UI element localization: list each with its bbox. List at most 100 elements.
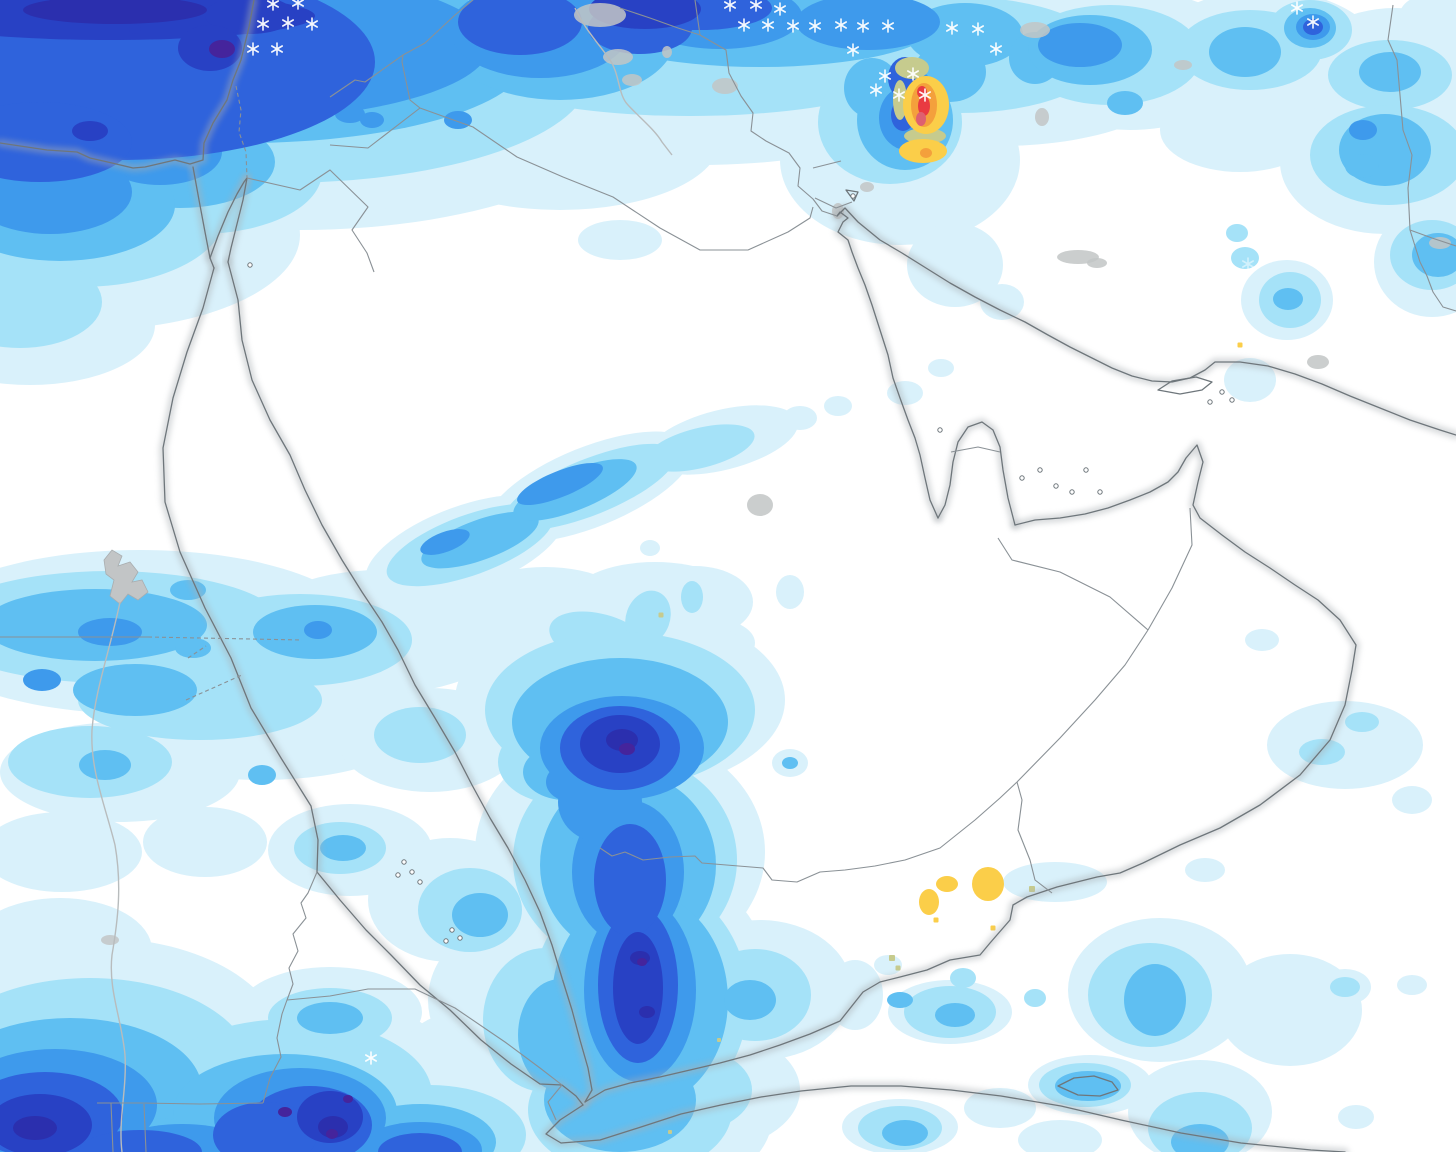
snowflake-icon: [857, 19, 869, 33]
precip-blob-yl: [972, 867, 1004, 901]
snowflake-icon: [724, 0, 736, 12]
precip-blob-l3: [73, 664, 197, 716]
halaib-dashed-border: [185, 674, 243, 701]
qatar-coast: [937, 421, 1016, 526]
precip-blob-yl: [919, 889, 939, 915]
precip-blob-l5: [78, 1130, 202, 1152]
snowflake-glyph: [282, 16, 294, 30]
precip-blob-l3: [724, 980, 776, 1020]
snowflake-glyph: [292, 0, 304, 10]
snowflake-glyph: [271, 42, 283, 56]
iran-afghanistan-border: [1387, 4, 1413, 231]
precip-blob-l1: [0, 812, 142, 892]
precip-blob-l1: [907, 223, 1003, 307]
precip-blob-l3: [882, 1120, 928, 1146]
snowflake-icon: [257, 17, 269, 31]
snowflake-icon: [787, 19, 799, 33]
precip-blob-l3: [297, 1002, 363, 1034]
snowflake-icon: [919, 88, 931, 102]
precip-blob-l4: [420, 529, 470, 555]
qeshm-island: [1157, 376, 1213, 395]
saudi-gulf-coast: [836, 211, 939, 519]
djibouti-border: [547, 1084, 563, 1121]
snowflake-icon: [271, 42, 283, 56]
gulf-of-aqaba-east-coast: [227, 177, 248, 263]
precip-marker-square-yl: [990, 925, 996, 931]
snowflake-icon: [882, 19, 894, 33]
small-island-dot: [1219, 389, 1225, 395]
precip-blob-l2: [1231, 247, 1259, 269]
iran-iraq-border: [694, 0, 838, 217]
bubiyan-island: [845, 189, 859, 202]
precip-marker-square-yl: [933, 917, 939, 923]
precip-blob-yl: [936, 876, 958, 892]
saudi-oman-border: [1016, 629, 1149, 783]
gulf-of-aden-south-coast: [545, 1085, 1346, 1152]
precip-blob-l1: [874, 955, 902, 975]
precip-blob-l4: [796, 0, 940, 50]
saudi-iraq-border: [419, 107, 814, 251]
precip-blob-l4: [444, 111, 472, 129]
sudan-ethiopia-border: [262, 999, 288, 1104]
wadi-halfa-dashed-border: [187, 645, 207, 659]
terrain-gray-patch: [1087, 258, 1107, 268]
precip-blob-l3: [1107, 91, 1143, 115]
precip-blob-pp: [619, 743, 635, 755]
precip-blob-l2: [1024, 989, 1046, 1007]
precip-marker-square-ol: [1029, 886, 1035, 892]
precip-blob-pp: [209, 40, 235, 58]
jordan-valley-border: [235, 85, 248, 179]
small-island-dot: [401, 859, 407, 865]
precip-blob-l1: [1338, 1105, 1374, 1129]
precip-blob-l3: [1209, 27, 1281, 77]
snowflake-icon: [946, 21, 958, 35]
terrain-gray-patch: [1429, 237, 1451, 249]
snowflake-glyph: [1307, 15, 1319, 29]
snowflake-icon: [1291, 1, 1303, 15]
snowflake-icon: [247, 42, 259, 56]
precip-blob-l7: [13, 1116, 57, 1140]
precip-blob-l2: [374, 707, 466, 763]
gambela-box-border: [110, 1102, 147, 1152]
snowflake-glyph: [762, 18, 774, 32]
snowflake-glyph: [774, 2, 786, 16]
precip-blob-l1: [1245, 629, 1279, 651]
terrain-gray-patch: [860, 182, 874, 192]
precip-marker-square-ol: [717, 1038, 721, 1042]
ethiopia-west-border: [97, 1102, 264, 1105]
snowflake-icon: [267, 0, 279, 11]
small-island-dot: [409, 869, 415, 875]
small-island-dot: [850, 193, 856, 199]
small-island-dot: [457, 935, 463, 941]
precip-blob-l1: [1018, 1120, 1102, 1152]
precip-blob-l3: [782, 757, 798, 769]
gulf-of-suez-coast: [192, 166, 215, 269]
small-island-dot: [1083, 467, 1089, 473]
precip-blob-l3: [1273, 288, 1303, 310]
precip-blob-l2: [681, 581, 703, 613]
snowflake-glyph: [267, 0, 279, 11]
snowflake-glyph: [879, 69, 891, 83]
snowflake-glyph: [857, 19, 869, 33]
jordan-iraq-border: [329, 107, 421, 149]
saudi-yemen-border: [599, 781, 1018, 883]
precip-blob-l1: [1392, 786, 1432, 814]
precip-blob-l3: [79, 750, 131, 780]
yemen-oman-arabian-sea-coast: [584, 444, 1357, 1103]
precip-blob-pp: [278, 1107, 292, 1117]
precip-blob-l1: [783, 406, 817, 430]
terrain-gray-patch: [1307, 355, 1329, 369]
precip-blob-l5: [594, 824, 666, 936]
snowflake-icon: [292, 0, 304, 10]
small-island-dot: [1097, 489, 1103, 495]
precip-blob-rd: [918, 96, 930, 116]
sudan-eritrea-border: [286, 871, 318, 1001]
small-island-dot: [247, 262, 253, 268]
terrain-gray-patch: [1174, 60, 1192, 70]
precip-marker-square-ol: [889, 955, 895, 961]
precip-blob-l3: [1359, 52, 1421, 92]
precip-blob-l3: [175, 638, 211, 658]
